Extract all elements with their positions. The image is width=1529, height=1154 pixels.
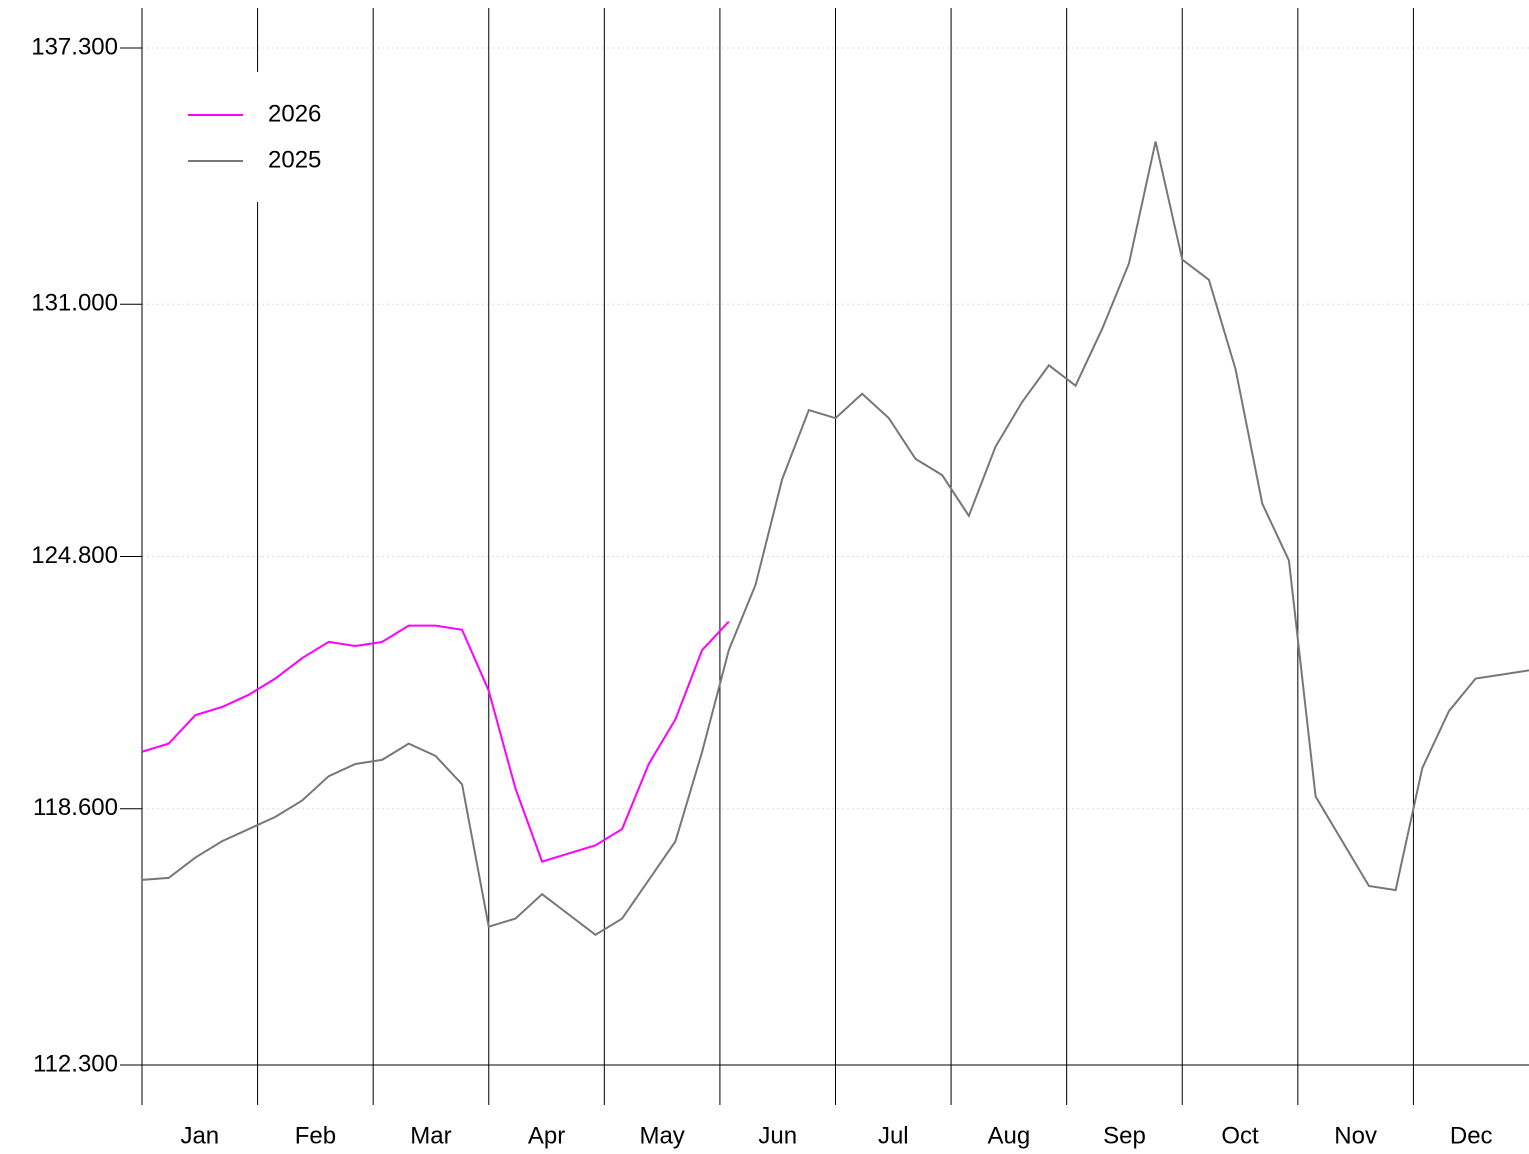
series-line (141, 620, 730, 863)
legend-label: 2025 (268, 146, 321, 173)
y-tick-label: 124.800 (31, 542, 118, 569)
series-line (141, 141, 1529, 937)
y-tick-label: 118.600 (33, 794, 118, 821)
legend-bg (175, 72, 355, 202)
x-tick-label: Aug (988, 1122, 1031, 1149)
x-tick-label: May (639, 1122, 684, 1149)
x-tick-label: Dec (1450, 1122, 1493, 1149)
x-tick-label: Jul (878, 1122, 909, 1149)
x-tick-label: Jan (180, 1122, 219, 1149)
x-tick-label: Mar (410, 1122, 451, 1149)
y-tick-label: 112.300 (33, 1050, 118, 1077)
x-tick-label: Nov (1334, 1122, 1377, 1149)
y-tick-label: 131.000 (31, 290, 118, 317)
legend-label: 2026 (268, 100, 321, 127)
x-tick-label: Apr (528, 1122, 565, 1149)
x-tick-label: Jun (758, 1122, 797, 1149)
x-tick-label: Sep (1103, 1122, 1146, 1149)
y-tick-label: 137.300 (31, 33, 118, 60)
x-tick-label: Oct (1221, 1122, 1259, 1149)
x-tick-label: Feb (295, 1122, 336, 1149)
